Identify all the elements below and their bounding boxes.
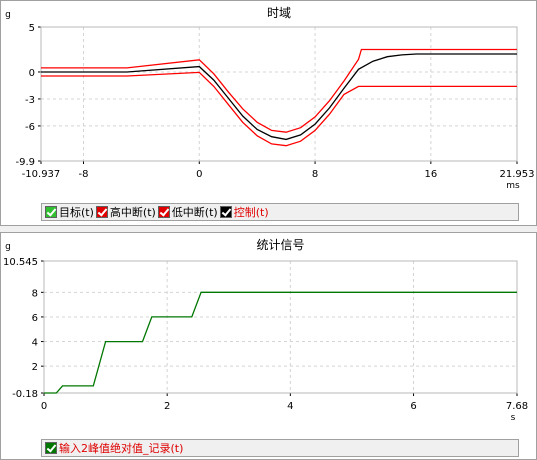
legend-item[interactable]: 控制(t) (219, 204, 269, 220)
legend-item[interactable]: 目标(t) (45, 204, 94, 220)
x-tick-label: 0 (196, 169, 202, 180)
y-tick-label: 8 (32, 288, 38, 299)
legend-label: 高中断(t) (109, 206, 156, 219)
y-tick-label: 0 (29, 68, 35, 79)
statistic-signal-panel: 统计信号 g s 10.545 8 6 4 2 -0.18 0 2 4 6 7.68 输入2峰值绝对值_记… (0, 232, 537, 460)
x-tick-label: 2 (164, 401, 170, 412)
legend-item[interactable]: 输入2峰值绝对值_记录(t) (45, 440, 183, 456)
checkbox-icon[interactable] (45, 206, 57, 218)
y-axis-unit: g (5, 10, 11, 20)
plot-area-frame (40, 26, 518, 162)
y-tick-label: -3 (25, 95, 35, 106)
x-tick-label: 7.68 (506, 401, 528, 412)
y-tick-label: 5 (29, 23, 35, 34)
chart-title: 统计信号 (256, 238, 304, 252)
statistic-signal-chart: 统计信号 g s 10.545 8 6 4 2 -0.180 2 4 6 7.68 (3, 238, 528, 423)
x-tick-label: -10.937 (22, 169, 61, 180)
legend-label: 输入2峰值绝对值_记录(t) (59, 442, 184, 455)
y-tick-label: -6 (25, 122, 35, 133)
time-domain-legend: 目标(t) 高中断(t) 低中断(t) 控制(t) (41, 203, 519, 221)
time-domain-panel: 时域 g ms 5 0 -3 -6 -9.9 -10.937 -8 0 8 16 21.953 目标(t)… (0, 0, 537, 226)
x-axis-unit: s (511, 413, 516, 423)
x-tick-label: 21.953 (500, 169, 535, 180)
x-tick-label: 6 (410, 401, 416, 412)
y-tick-label: 4 (32, 338, 38, 349)
chart-title: 时域 (267, 6, 291, 20)
x-tick-label: 4 (287, 401, 293, 412)
checkbox-icon[interactable] (219, 206, 232, 218)
x-tick-label: 16 (424, 169, 437, 180)
x-tick-label: 0 (41, 401, 47, 412)
legend-label: 控制(t) (233, 206, 269, 219)
x-axis-unit: ms (506, 181, 520, 191)
y-tick-label: 6 (32, 313, 38, 324)
plot-area-frame (43, 260, 518, 394)
x-tick-label: -8 (79, 169, 89, 180)
series-line-1 (41, 71, 517, 147)
y-tick-label: -0.18 (12, 389, 38, 400)
y-tick-label: 2 (32, 362, 38, 373)
checkbox-icon[interactable] (157, 206, 170, 218)
y-axis-unit: g (5, 242, 11, 252)
legend-item[interactable]: 高中断(t) (95, 204, 156, 220)
legend-label: 目标(t) (59, 206, 94, 219)
time-domain-chart: 时域 g ms 5 0 -3 -6 -9.9-10.937 -8 0 8 16 21.953 (5, 6, 535, 191)
statistic-signal-legend: 输入2峰值绝对值_记录(t) (41, 439, 519, 457)
checkbox-icon[interactable] (95, 206, 108, 218)
series-line-0 (41, 48, 517, 133)
legend-label: 低中断(t) (171, 206, 218, 219)
checkbox-icon[interactable] (45, 442, 57, 454)
legend-item[interactable]: 低中断(t) (157, 204, 218, 220)
series-line-0 (44, 291, 517, 394)
y-tick-label: 10.545 (3, 257, 38, 268)
series-line-2 (41, 53, 517, 141)
x-tick-label: 8 (312, 169, 318, 180)
y-tick-label: -9.9 (15, 157, 35, 168)
